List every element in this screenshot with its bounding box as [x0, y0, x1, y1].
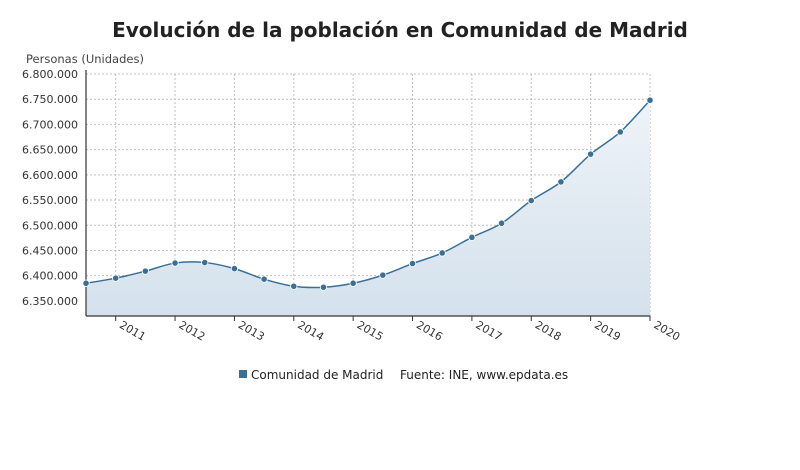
data-point	[230, 265, 239, 273]
y-tick-label: 6.800.000	[22, 68, 78, 81]
y-tick-label: 6.500.000	[22, 219, 78, 232]
data-point	[616, 128, 624, 136]
data-point	[141, 267, 149, 275]
y-tick-label: 6.550.000	[22, 194, 78, 207]
data-point	[587, 150, 595, 158]
axis-layer	[85, 70, 651, 321]
data-point	[290, 282, 298, 290]
series-area	[86, 100, 650, 316]
x-tick-label: 2020	[652, 318, 683, 343]
x-tick-label: 2019	[592, 318, 623, 343]
x-tick-label: 2015	[355, 318, 386, 343]
chart-title: Evolución de la población en Comunidad d…	[112, 18, 688, 42]
data-point	[379, 271, 387, 279]
area-layer	[86, 100, 650, 316]
y-tick-label: 6.450.000	[22, 244, 78, 257]
x-tick-label: 2013	[236, 318, 267, 343]
data-point	[201, 258, 209, 267]
legend: Comunidad de Madrid Fuente: INE, www.epd…	[239, 368, 568, 382]
point-layer	[82, 96, 654, 291]
data-point	[527, 196, 535, 205]
x-tick-label: 2018	[533, 318, 564, 343]
source-text: Fuente: INE, www.epdata.es	[400, 368, 568, 382]
data-point	[171, 259, 179, 267]
y-tick-label: 6.600.000	[22, 169, 78, 182]
data-point	[319, 283, 328, 291]
x-tick-label: 2017	[473, 318, 504, 343]
legend-swatch	[239, 370, 247, 378]
x-tick-label: 2016	[414, 318, 445, 343]
x-tick-labels: 2011 2012 2013 2014 2015 2016 2017 2018 2019 2020	[117, 318, 682, 343]
y-tick-label: 6.650.000	[22, 144, 78, 157]
data-point	[112, 274, 120, 282]
y-tick-label: 6.700.000	[22, 118, 78, 131]
data-point	[408, 259, 417, 268]
x-tick-label: 2014	[295, 318, 326, 343]
data-point	[260, 275, 268, 283]
y-tick-label: 6.750.000	[22, 93, 78, 106]
x-tick-label: 2011	[117, 318, 148, 343]
legend-label: Comunidad de Madrid	[251, 368, 383, 382]
data-point	[82, 279, 90, 287]
data-point	[646, 96, 654, 104]
y-tick-label: 6.350.000	[22, 295, 78, 308]
data-point	[468, 233, 476, 241]
x-tick-label: 2012	[177, 318, 208, 343]
y-axis-label: Personas (Unidades)	[26, 52, 144, 66]
data-point	[438, 249, 446, 257]
y-tick-label: 6.400.000	[22, 270, 78, 283]
data-point	[497, 219, 506, 227]
data-point	[557, 178, 565, 186]
y-tick-labels: 6.350.000 6.400.000 6.450.000 6.500.000 6.55…	[22, 68, 78, 308]
data-point	[349, 279, 357, 287]
